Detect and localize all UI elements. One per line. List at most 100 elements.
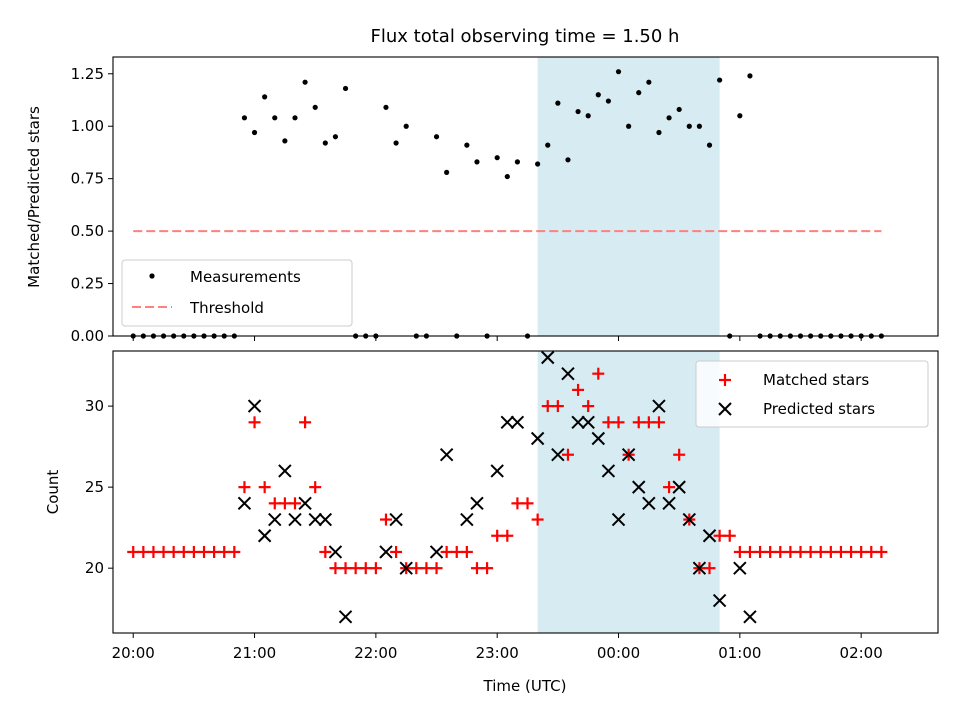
matched-star-point <box>359 562 372 575</box>
matched-star-point <box>167 545 180 558</box>
matched-star-point <box>309 481 322 494</box>
measurement-point <box>686 123 692 129</box>
predicted-points <box>237 350 757 624</box>
predicted-star-point <box>601 464 616 478</box>
matched-star-point <box>743 545 756 558</box>
matched-star-point <box>673 448 686 461</box>
predicted-star-point <box>399 561 413 575</box>
matched-star-point <box>733 545 746 558</box>
bottom-xtick-label: 23:00 <box>476 644 519 662</box>
matched-star-point <box>764 545 777 558</box>
predicted-star-point <box>662 496 676 511</box>
legend-matched-label: Matched stars <box>763 371 869 389</box>
matched-star-point <box>865 545 878 558</box>
measurement-point <box>494 155 500 161</box>
measurement-point <box>696 123 702 129</box>
matched-star-point <box>268 497 281 510</box>
legend-measurements-label: Measurements <box>190 268 301 286</box>
predicted-star-point <box>652 399 666 413</box>
x-axis-label: Time (UTC) <box>483 677 567 695</box>
matched-star-point <box>349 562 362 575</box>
measurement-point <box>656 129 662 136</box>
matched-star-point <box>258 481 271 494</box>
predicted-star-point <box>682 512 696 527</box>
matched-star-point <box>501 529 514 542</box>
measurement-point <box>433 134 440 140</box>
measurement-point <box>595 92 601 98</box>
matched-star-point <box>875 545 888 558</box>
matched-star-point <box>177 545 190 558</box>
matched-star-point <box>592 367 605 380</box>
measurement-point <box>241 115 248 121</box>
chart-title: Flux total observing time = 1.50 h <box>371 26 680 47</box>
predicted-star-point <box>561 366 575 381</box>
bottom-xtick-label: 22:00 <box>354 644 397 662</box>
bottom-xtick-label: 02:00 <box>840 644 883 662</box>
bottom-panel: 20 25 30 20:00 21:00 22:00 23:00 00:00 01:00 02:… <box>44 350 939 695</box>
predicted-star-point <box>318 512 333 527</box>
predicted-star-point <box>692 561 707 575</box>
matched-star-point <box>612 416 625 429</box>
matched-star-point <box>390 545 403 558</box>
predicted-star-point <box>338 610 353 624</box>
measurement-point <box>545 142 551 148</box>
measurement-point <box>444 169 450 175</box>
predicted-star-point <box>389 512 403 527</box>
matched-star-point <box>531 513 544 526</box>
measurement-point <box>322 140 328 146</box>
matched-star-point <box>238 481 251 494</box>
predicted-star-point <box>439 448 454 462</box>
matched-star-point <box>582 400 595 413</box>
predicted-star-point <box>510 415 525 430</box>
matched-star-point <box>228 545 241 558</box>
matched-star-point <box>703 562 716 575</box>
measurement-point <box>706 142 713 148</box>
predicted-star-point <box>288 512 302 527</box>
matched-star-point <box>754 545 767 558</box>
matched-star-point <box>127 545 140 558</box>
matched-star-point <box>137 545 150 558</box>
matched-star-point <box>652 416 665 429</box>
matched-star-point <box>845 545 858 558</box>
matched-star-point <box>470 562 483 575</box>
predicted-star-point <box>470 496 484 511</box>
matched-star-point <box>713 529 726 542</box>
measurement-point <box>474 159 480 165</box>
measurement-point <box>302 79 308 85</box>
top-ytick-label: 1.00 <box>71 117 104 135</box>
matched-star-point <box>187 545 200 558</box>
predicted-star-point <box>257 529 272 543</box>
measurement-point <box>251 129 258 136</box>
measurement-point <box>605 98 612 104</box>
measurement-point <box>737 113 743 119</box>
measurement-point <box>292 115 298 121</box>
predicted-star-point <box>551 448 565 462</box>
matched-star-point <box>491 529 504 542</box>
predicted-star-point <box>642 496 656 511</box>
matched-star-point <box>288 497 301 510</box>
measurement-point <box>585 113 591 119</box>
matched-star-point <box>572 383 585 396</box>
matched-star-point <box>208 545 221 558</box>
matched-star-point <box>339 562 352 575</box>
matched-star-point <box>299 416 312 429</box>
measurement-point <box>342 85 349 92</box>
top-legend: Measurements Threshold <box>121 259 353 327</box>
bottom-shaded-interval <box>537 351 720 633</box>
predicted-star-point <box>268 512 282 527</box>
predicted-star-point <box>308 512 322 527</box>
top-axes-frame <box>112 56 939 337</box>
top-ytick-label: 0.25 <box>71 275 104 293</box>
top-shaded-interval <box>537 57 720 336</box>
top-ytick-label: 0.00 <box>71 327 104 345</box>
matched-star-point <box>481 562 494 575</box>
matched-star-point <box>218 545 231 558</box>
bottom-xtick-label: 21:00 <box>233 644 276 662</box>
measurement-point <box>717 77 723 83</box>
predicted-star-point <box>237 496 252 511</box>
measurement-point <box>282 138 288 144</box>
legend-matched-marker <box>719 374 731 386</box>
legend-predicted-marker <box>718 402 732 416</box>
measurement-point <box>312 104 318 110</box>
predicted-star-point <box>541 350 555 365</box>
